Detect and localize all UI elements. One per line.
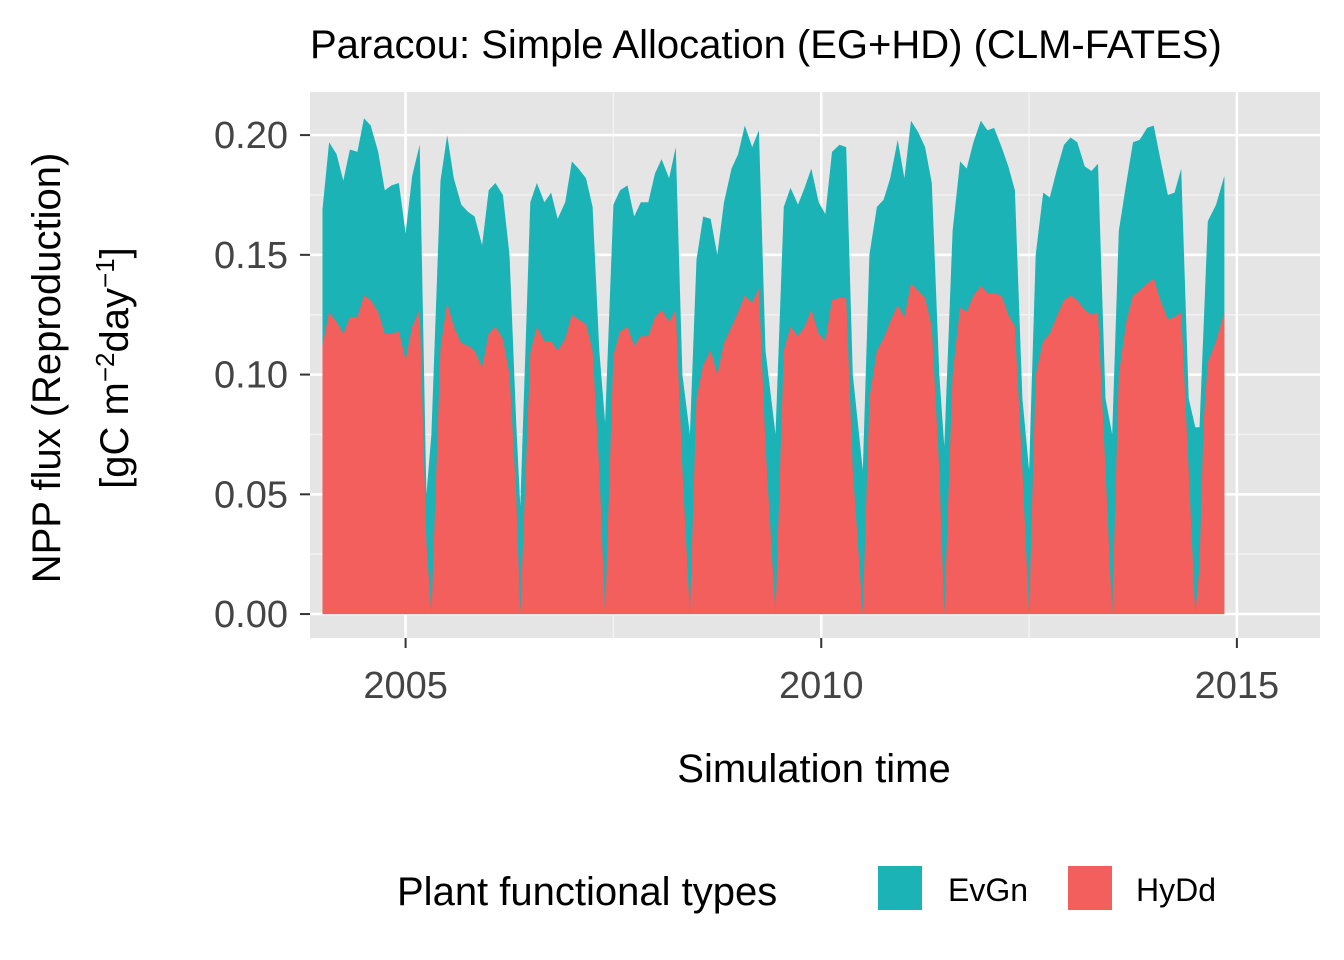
- legend-swatch-evgn: [878, 866, 922, 910]
- chart-title: Paracou: Simple Allocation (EG+HD) (CLM-…: [310, 23, 1222, 67]
- legend-swatch-hydd: [1068, 866, 1112, 910]
- area-hydd: [322, 278, 1225, 615]
- legend: Plant functional types EvGn HyDd: [397, 866, 1216, 914]
- y-axis-title-line1: NPP flux (Reproduction): [25, 153, 69, 584]
- y-tick-label: 0.15: [214, 235, 288, 277]
- x-tick-label: 2005: [363, 665, 448, 707]
- ylabel-mid: day: [93, 288, 137, 353]
- stacked-areas: [322, 118, 1225, 615]
- y-axis-title: NPP flux (Reproduction) [gC m−2day−1]: [25, 153, 137, 584]
- y-axis-title-line2: [gC m−2day−1]: [90, 247, 137, 489]
- y-tick-label: 0.10: [214, 355, 288, 397]
- ylabel-sup1: −2: [90, 352, 120, 382]
- legend-label-evgn: EvGn: [948, 872, 1028, 908]
- y-axis: 0.00 0.05 0.10 0.15 0.20: [214, 115, 310, 636]
- x-axis-title: Simulation time: [677, 747, 950, 791]
- legend-label-hydd: HyDd: [1136, 872, 1216, 908]
- x-tick-label: 2015: [1195, 665, 1280, 707]
- ylabel-sup2: −1: [90, 258, 120, 288]
- x-tick-label: 2010: [779, 665, 864, 707]
- y-tick-label: 0.00: [214, 594, 288, 636]
- ylabel-post: ]: [93, 247, 137, 258]
- x-axis: 2005 2010 2015: [363, 638, 1279, 707]
- y-tick-label: 0.05: [214, 474, 288, 516]
- y-tick-label: 0.20: [214, 115, 288, 157]
- legend-title: Plant functional types: [397, 870, 777, 914]
- ylabel-pre: [gC m: [93, 382, 137, 489]
